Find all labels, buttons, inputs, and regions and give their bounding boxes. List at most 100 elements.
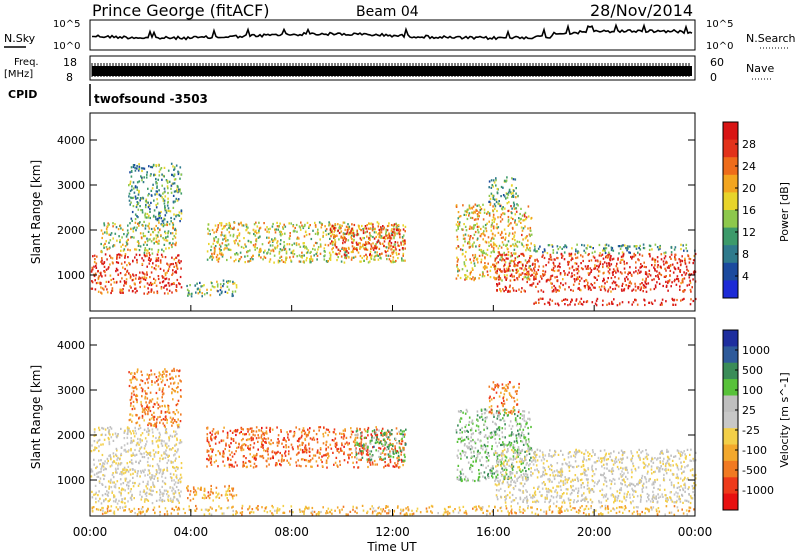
heatmap-cell <box>161 255 164 258</box>
heatmap-cell <box>161 220 164 223</box>
heatmap-cell <box>596 297 599 300</box>
heatmap-cell <box>350 229 352 232</box>
heatmap-cell <box>244 243 246 246</box>
heatmap-cell <box>395 226 398 229</box>
heatmap-cell <box>254 230 256 234</box>
heatmap-cell <box>376 433 379 436</box>
heatmap-cell <box>99 463 101 466</box>
heatmap-cell <box>206 433 209 436</box>
heatmap-cell <box>581 303 584 306</box>
heatmap-cell <box>242 448 245 451</box>
heatmap-cell <box>654 243 657 246</box>
heatmap-cell <box>128 272 130 275</box>
heatmap-cell <box>314 241 317 244</box>
heatmap-cell <box>180 217 183 220</box>
heatmap-cell <box>271 238 273 241</box>
heatmap-cell <box>129 490 132 493</box>
heatmap-cell <box>501 231 503 235</box>
heatmap-cell <box>318 456 320 459</box>
heatmap-cell <box>643 298 645 301</box>
heatmap-cell <box>158 435 161 439</box>
heatmap-cell <box>113 494 115 497</box>
heatmap-cell <box>114 500 117 503</box>
heatmap-cell <box>155 258 158 262</box>
heatmap-cell <box>161 373 164 377</box>
heatmap-cell <box>550 258 553 261</box>
heatmap-cell <box>520 221 522 224</box>
heatmap-cell <box>164 272 167 275</box>
heatmap-cell <box>514 252 517 255</box>
heatmap-cell <box>378 247 381 250</box>
heatmap-cell <box>167 231 169 234</box>
heatmap-cell <box>391 233 394 237</box>
heatmap-cell <box>380 432 383 435</box>
heatmap-cell <box>152 262 154 265</box>
heatmap-cell <box>670 285 672 288</box>
heatmap-cell <box>670 246 673 249</box>
heatmap-cell <box>516 264 519 267</box>
heatmap-cell <box>173 411 175 414</box>
heatmap-cell <box>624 277 626 280</box>
heatmap-cell <box>291 243 293 247</box>
velocity-cells <box>90 367 697 516</box>
heatmap-cell <box>393 237 395 240</box>
heatmap-cell <box>685 243 688 246</box>
heatmap-cell <box>133 393 135 396</box>
heatmap-cell <box>94 272 97 275</box>
heatmap-cell <box>173 178 176 181</box>
heatmap-cell <box>308 225 310 228</box>
heatmap-cell <box>338 231 341 235</box>
heatmap-cell <box>654 261 656 264</box>
heatmap-cell <box>290 443 293 446</box>
heatmap-cell <box>393 225 395 228</box>
heatmap-cell <box>158 499 161 502</box>
heatmap-cell <box>119 457 121 460</box>
heatmap-cell <box>206 427 209 430</box>
heatmap-cell <box>391 447 393 450</box>
heatmap-cell <box>200 285 202 288</box>
heatmap-cell <box>475 218 477 221</box>
heatmap-cell <box>173 190 176 193</box>
heatmap-cell <box>234 429 237 432</box>
heatmap-cell <box>514 242 517 245</box>
heatmap-cell <box>484 265 487 268</box>
heatmap-cell <box>145 203 147 207</box>
heatmap-cell <box>516 240 519 243</box>
heatmap-cell <box>573 274 576 277</box>
heatmap-cell <box>498 200 500 203</box>
heatmap-cell <box>222 460 224 463</box>
heatmap-cell <box>285 250 288 253</box>
heatmap-cell <box>235 286 238 289</box>
heatmap-cell <box>209 256 211 259</box>
heatmap-cell <box>397 257 399 260</box>
heatmap-cell <box>288 248 291 251</box>
heatmap-cell <box>96 441 99 444</box>
heatmap-cell <box>392 259 394 262</box>
heatmap-cell <box>511 207 513 210</box>
heatmap-cell <box>510 252 513 255</box>
heatmap-cell <box>342 221 345 224</box>
heatmap-cell <box>468 212 471 215</box>
heatmap-cell <box>480 250 482 253</box>
heatmap-cell <box>141 176 143 179</box>
heatmap-cell <box>91 490 93 493</box>
heatmap-cell <box>97 276 100 279</box>
heatmap-cell <box>648 244 651 247</box>
heatmap-cell <box>527 248 530 251</box>
heatmap-cell <box>133 407 136 410</box>
heatmap-cell <box>305 448 308 451</box>
heatmap-cell <box>255 221 257 224</box>
heatmap-cell <box>180 267 182 270</box>
heatmap-cell <box>151 380 153 383</box>
heatmap-cell <box>97 494 99 497</box>
heatmap-cell <box>355 241 358 244</box>
heatmap-cell <box>151 282 154 286</box>
heatmap-cell <box>533 275 535 278</box>
heatmap-cell <box>179 480 182 483</box>
heatmap-cell <box>189 293 191 296</box>
heatmap-cell <box>369 238 371 241</box>
heatmap-cell <box>643 286 645 289</box>
heatmap-cell <box>225 222 228 226</box>
heatmap-cell <box>484 265 486 268</box>
heatmap-cell <box>629 266 631 269</box>
